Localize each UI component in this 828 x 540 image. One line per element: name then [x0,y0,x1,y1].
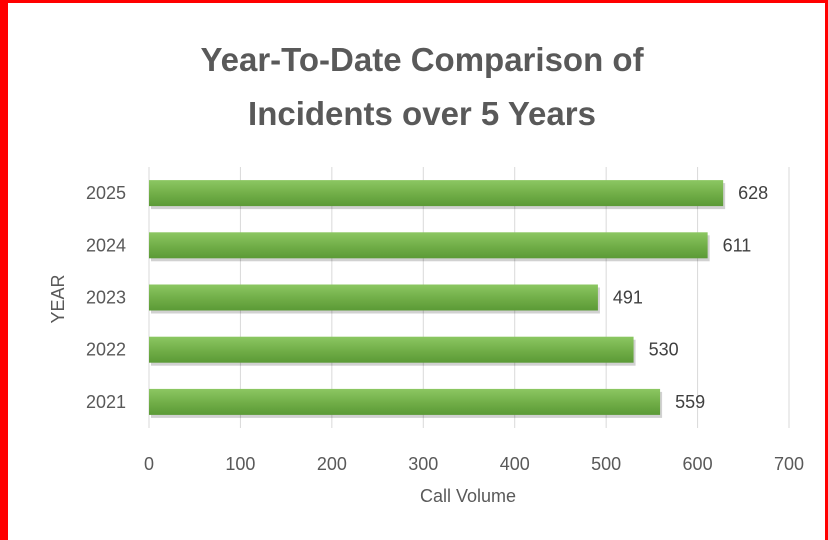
data-label: 628 [738,183,768,203]
y-tick-label: 2022 [86,340,126,360]
x-tick-label: 100 [225,454,255,474]
x-axis-title: Call Volume [420,486,516,506]
data-label: 491 [613,288,643,308]
y-tick-label: 2025 [86,183,126,203]
x-tick-label: 300 [408,454,438,474]
bar-2025 [149,180,724,207]
y-tick-label: 2021 [86,392,126,412]
chart-title-line-2: Incidents over 5 Years [248,95,596,132]
data-label: 530 [649,340,679,360]
x-tick-label: 700 [774,454,804,474]
data-labels: 559 530 491 611 628 [613,183,768,412]
y-tick-label: 2024 [86,235,126,255]
x-tick-labels: 0 100 200 300 400 500 600 700 [144,454,804,474]
bar-2022 [149,336,634,363]
x-tick-label: 200 [317,454,347,474]
x-tick-label: 500 [591,454,621,474]
bar-2024 [149,232,708,259]
x-tick-label: 600 [683,454,713,474]
bar-2023 [149,284,598,311]
y-axis-title: YEAR [48,274,68,323]
y-tick-labels: 2021 2022 2023 2024 2025 [86,183,126,412]
y-tick-label: 2023 [86,288,126,308]
data-label: 611 [723,235,752,255]
chart-title-line-1: Year-To-Date Comparison of [200,41,644,78]
data-label: 559 [675,392,705,412]
x-tick-label: 400 [500,454,530,474]
bars [149,180,726,418]
bar-2021 [149,388,661,415]
x-tick-label: 0 [144,454,154,474]
